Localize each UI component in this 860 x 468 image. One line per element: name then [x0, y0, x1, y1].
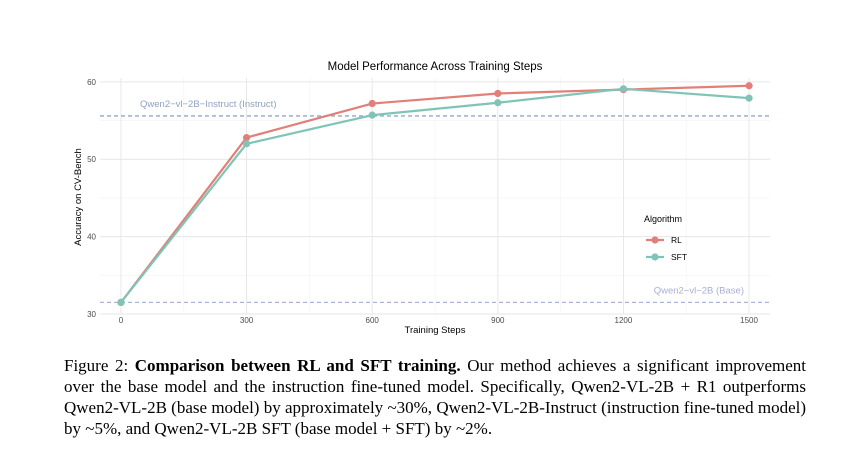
- data-point-rl: [745, 82, 753, 90]
- data-point-sft: [745, 94, 753, 102]
- legend-label-sft: SFT: [671, 252, 687, 262]
- y-tick-label: 30: [87, 310, 96, 319]
- data-point-rl: [242, 133, 251, 142]
- line-chart: Qwen2−vl−2B−Instruct (Instruct) Qwen2−vl−…: [73, 61, 770, 336]
- data-point-sft: [619, 85, 628, 93]
- reference-line-label: Qwen2−vl−2B (Base): [654, 285, 744, 296]
- legend-label-rl: RL: [671, 235, 682, 245]
- legend-marker-sft: [651, 253, 659, 261]
- series-line-rl: [120, 84, 750, 304]
- reference-lines: Qwen2−vl−2B−Instruct (Instruct) Qwen2−vl−…: [100, 99, 770, 304]
- reference-line-label: Qwen2−vl−2B−Instruct (Instruct): [140, 99, 277, 110]
- x-tick-label: 1500: [740, 316, 758, 325]
- data-point-sft: [242, 140, 251, 148]
- y-tick-label: 50: [87, 155, 96, 164]
- x-tick-label: 600: [366, 316, 380, 325]
- x-tick-label: 1200: [615, 316, 633, 325]
- figure-caption: Figure 2: Comparison between RL and SFT …: [64, 355, 806, 439]
- y-axis-title: Accuracy on CV-Bench: [73, 148, 84, 246]
- caption-prefix: Figure 2:: [64, 356, 135, 375]
- y-tick-label: 40: [87, 233, 96, 242]
- x-tick-label: 0: [119, 316, 124, 325]
- legend: Algorithm RL SFT: [644, 214, 687, 262]
- data-point-sft: [368, 111, 376, 119]
- data-point-sft: [494, 99, 502, 107]
- caption-body: Our method achieves a significant improv…: [64, 356, 807, 438]
- x-tick-label: 900: [491, 316, 505, 325]
- data-series: [117, 82, 753, 306]
- data-point-rl: [494, 89, 502, 98]
- grid-lines: [100, 78, 770, 315]
- y-tick-label: 60: [87, 78, 96, 87]
- legend-marker-rl: [651, 236, 659, 244]
- data-point-sft: [117, 298, 125, 306]
- chart-title: Model Performance Across Training Steps: [328, 61, 543, 73]
- caption-bold: Comparison between RL and SFT training.: [134, 356, 461, 375]
- x-axis-title: Training Steps: [405, 325, 466, 336]
- series-line-sft: [120, 87, 750, 304]
- legend-title: Algorithm: [644, 214, 682, 224]
- x-tick-label: 300: [240, 316, 254, 325]
- data-point-rl: [368, 99, 376, 108]
